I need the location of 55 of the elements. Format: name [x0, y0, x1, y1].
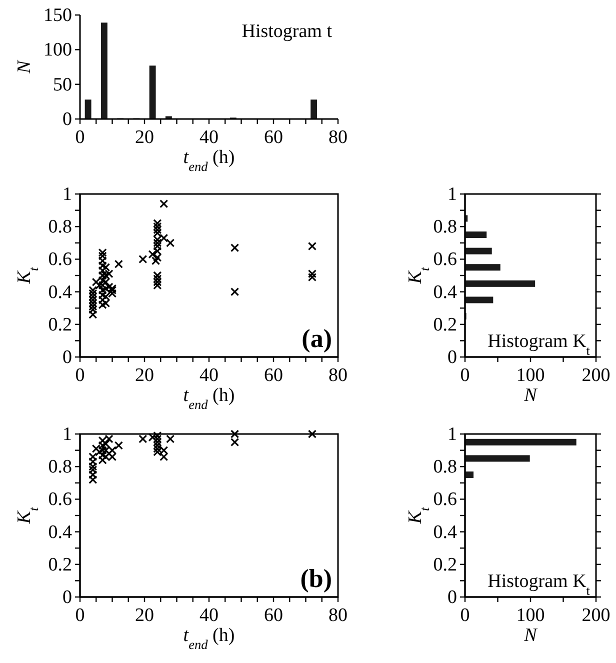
- y-tick-label: 100: [44, 40, 72, 61]
- y-tick-label: 0: [448, 347, 457, 368]
- y-axis-title: N: [14, 59, 35, 74]
- y-tick-label: 0.2: [48, 314, 72, 336]
- x-tick-label: 80: [328, 127, 348, 148]
- y-tick-label: 0.4: [48, 282, 72, 303]
- y-tick-label: 0.8: [433, 216, 457, 238]
- y-tick-label: 1: [448, 184, 457, 205]
- y-tick-label: 0: [62, 109, 72, 130]
- y-tick-label: 50: [53, 74, 72, 96]
- x-tick-label: 20: [135, 605, 154, 626]
- x-tick-label: 40: [200, 605, 218, 626]
- x-axis-title: N: [523, 385, 538, 406]
- y-tick-label: 0.6: [48, 489, 72, 510]
- annotation: Histogram t: [242, 21, 333, 42]
- y-tick-label: 1: [62, 184, 72, 205]
- x-tick-label: 100: [516, 365, 545, 386]
- x-tick-label: 80: [328, 365, 348, 386]
- y-tick-label: 0.4: [433, 282, 458, 303]
- x-tick-label: 60: [264, 127, 283, 148]
- x-tick-label: 200: [582, 365, 610, 386]
- x-tick-label: 80: [328, 605, 348, 626]
- y-tick-label: 0.6: [433, 489, 457, 510]
- x-tick-label: 40: [200, 365, 218, 386]
- x-tick-label: 60: [264, 365, 283, 386]
- y-tick-label: 0: [448, 587, 457, 608]
- y-tick-label: 0.8: [48, 456, 72, 478]
- y-tick-label: 150: [44, 5, 72, 26]
- x-tick-label: 20: [135, 127, 154, 148]
- x-tick-label: 100: [516, 605, 545, 626]
- y-tick-label: 0.2: [433, 314, 457, 336]
- x-axis-title: t$_{end}$ (h): [183, 625, 235, 652]
- y-tick-label: 0.4: [433, 522, 458, 543]
- x-tick-label: 60: [264, 605, 283, 626]
- y-tick-label: 0: [62, 347, 72, 368]
- x-axis-title: N: [523, 625, 538, 646]
- annotation: (a): [302, 324, 332, 353]
- y-tick-label: 0.8: [433, 456, 457, 478]
- x-tick-label: 20: [135, 365, 154, 386]
- annotation: (b): [300, 564, 332, 593]
- y-tick-label: 1: [448, 424, 457, 445]
- y-tick-label: 0: [62, 587, 72, 608]
- y-tick-label: 0.6: [433, 249, 457, 270]
- x-axis-title: t$_{end}$ (h): [183, 385, 235, 412]
- y-tick-label: 0.2: [48, 554, 72, 576]
- y-tick-label: 0.6: [48, 249, 72, 270]
- y-tick-label: 0.8: [48, 216, 72, 238]
- x-tick-label: 40: [200, 127, 218, 148]
- annotation: Histogram K$_{t}$: [488, 571, 590, 598]
- x-axis-title: t$_{end}$ (h): [183, 147, 235, 174]
- x-tick-label: 200: [582, 605, 610, 626]
- annotation: Histogram K$_{t}$: [488, 331, 590, 358]
- y-tick-label: 0.2: [433, 554, 457, 576]
- y-tick-label: 0.4: [48, 522, 72, 543]
- y-tick-label: 1: [62, 424, 72, 445]
